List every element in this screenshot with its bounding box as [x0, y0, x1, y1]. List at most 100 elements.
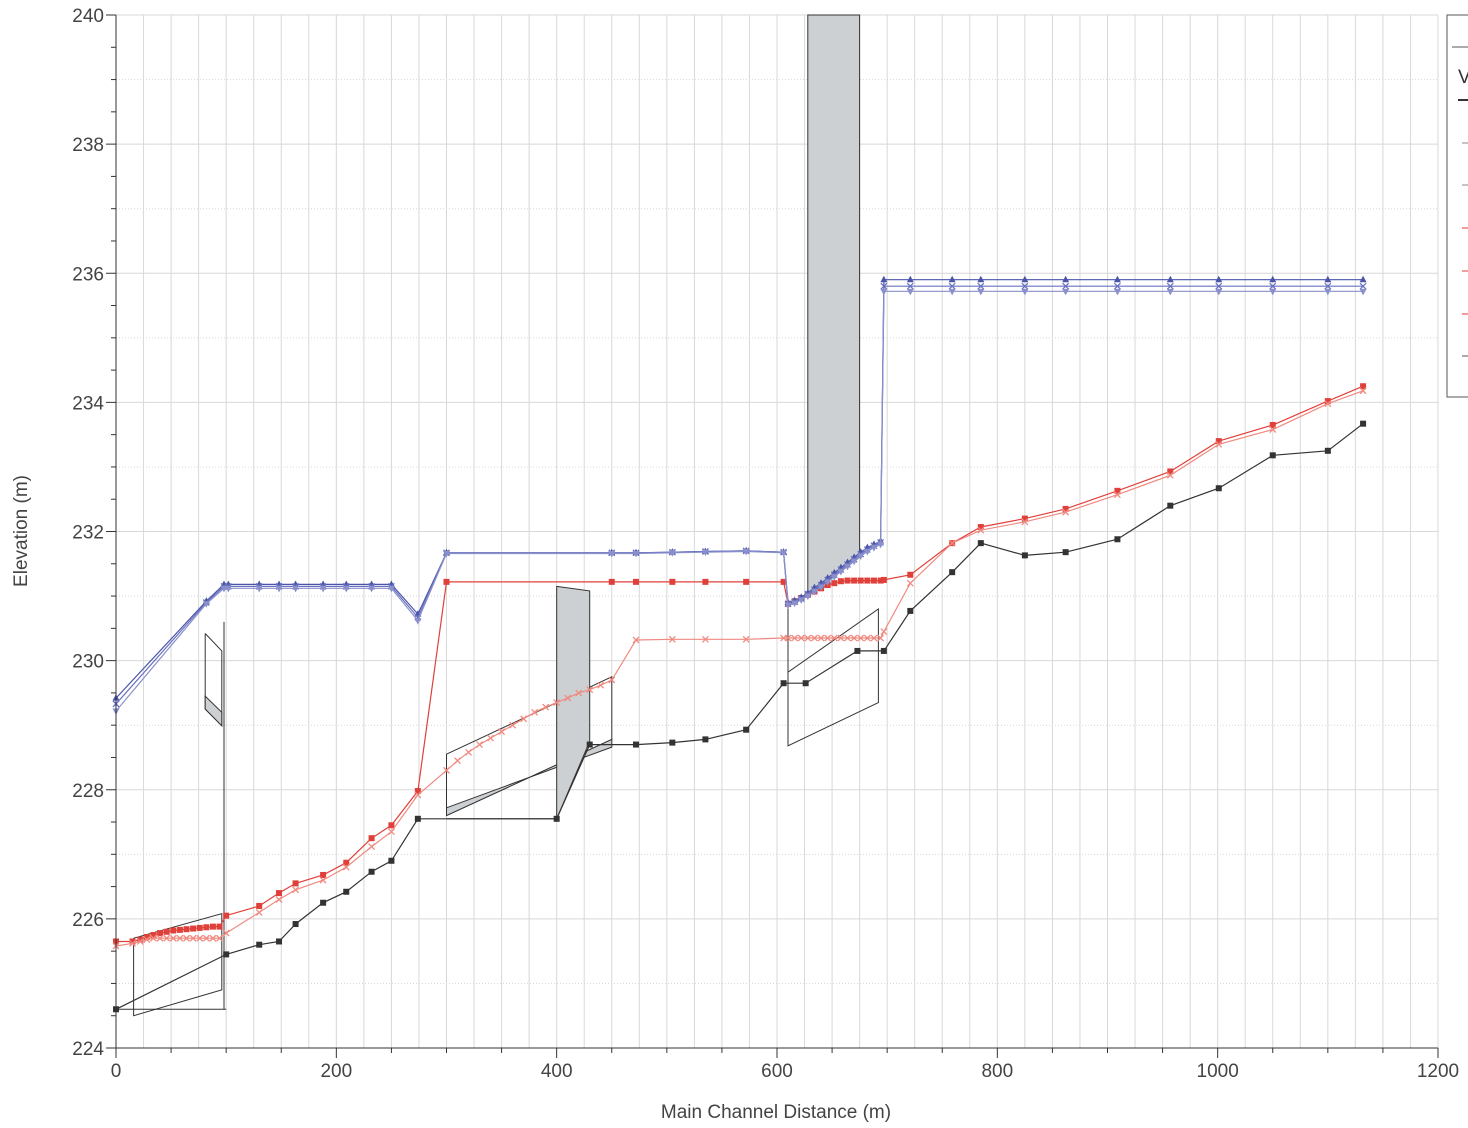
data-point-red_light — [870, 634, 878, 642]
data-point-blue_dark — [977, 275, 985, 283]
data-point-blue_mid — [880, 282, 888, 290]
data-point-blue_mid — [1166, 282, 1174, 290]
y-tick-label: 226 — [72, 910, 104, 931]
data-point-red_dark — [669, 578, 676, 585]
data-point-red_dark — [368, 835, 375, 842]
series-line-blue_light — [115, 290, 1364, 712]
data-point-ground — [1021, 552, 1028, 559]
data-point-blue_dark — [1359, 275, 1367, 283]
data-point-red_dark — [780, 578, 787, 585]
data-point-red_dark — [880, 576, 887, 583]
data-point-red_light — [863, 634, 871, 642]
data-point-ground — [368, 868, 375, 875]
data-point-blue_light — [977, 288, 985, 296]
data-point-red_light — [136, 938, 144, 945]
data-point-red_light — [1166, 471, 1174, 479]
data-point-red_dark — [388, 822, 395, 829]
data-point-red_light — [817, 634, 825, 642]
data-point-red_dark — [343, 859, 350, 866]
data-point-red_light — [542, 703, 550, 711]
x-tick-label: 800 — [981, 1061, 1013, 1082]
data-point-blue_light — [817, 584, 825, 592]
structure-outline-1 — [133, 913, 223, 1017]
data-point-red_dark — [129, 938, 136, 945]
data-point-red_light — [742, 635, 750, 643]
data-point-blue_light — [1324, 288, 1332, 296]
series-blue_light — [112, 288, 1367, 715]
data-point-ground — [414, 815, 421, 822]
data-point-ground — [632, 741, 639, 748]
data-point-red_light — [487, 734, 495, 742]
data-point-red_light — [1269, 426, 1277, 433]
data-point-red_light — [608, 676, 616, 684]
data-point-red_dark — [1167, 468, 1174, 475]
data-point-red_light — [476, 741, 484, 749]
grid-lines — [115, 14, 1439, 1049]
data-point-blue_mid — [948, 282, 956, 290]
data-point-blue_light — [870, 545, 878, 552]
data-point-ground — [320, 899, 327, 906]
data-point-blue_dark — [1324, 275, 1332, 283]
data-point-red_light — [222, 929, 230, 937]
data-point-blue_light — [824, 579, 832, 586]
data-point-red_dark — [1324, 398, 1331, 405]
data-point-ground — [669, 739, 676, 746]
data-point-blue_light — [844, 563, 852, 571]
data-point-blue_light — [224, 585, 232, 593]
data-point-red_dark — [163, 928, 170, 935]
data-point-blue_light — [1166, 288, 1174, 296]
data-point-blue_dark — [1113, 275, 1121, 283]
data-point-blue_dark — [1166, 275, 1174, 283]
data-point-blue_light — [342, 585, 350, 593]
data-point-red_dark — [1062, 505, 1069, 512]
data-point-red_light — [564, 694, 572, 702]
data-point-ground — [1062, 549, 1069, 556]
data-point-red_light — [804, 634, 812, 642]
data-point-red_light — [275, 896, 283, 903]
y-tick-label: 236 — [72, 264, 104, 285]
data-point-blue_mid — [1021, 282, 1029, 290]
data-point-red_light — [575, 689, 583, 697]
data-point-red_light — [837, 634, 845, 642]
data-point-red_light — [830, 634, 838, 642]
data-point-red_light — [824, 634, 832, 642]
data-point-red_light — [1324, 400, 1332, 408]
data-point-red_light — [1215, 440, 1223, 448]
data-point-ground — [586, 741, 593, 748]
data-point-ground — [949, 569, 956, 576]
x-axis-title: Main Channel Distance (m) — [661, 1102, 891, 1123]
data-point-blue_mid — [1269, 282, 1277, 290]
data-point-red_light — [632, 636, 640, 644]
data-point-red_light — [597, 681, 605, 689]
data-point-red_light — [844, 634, 851, 642]
data-point-red_dark — [977, 523, 984, 530]
data-point-blue_mid — [1359, 282, 1367, 290]
data-point-red_light — [342, 863, 350, 871]
data-point-blue_light — [1021, 288, 1029, 296]
data-point-red_dark — [276, 890, 283, 897]
data-point-red_dark — [857, 577, 864, 584]
y-tick-label: 238 — [72, 135, 104, 156]
data-point-red_dark — [864, 577, 871, 584]
data-point-red_light — [156, 934, 164, 942]
data-point-red_light — [668, 635, 676, 643]
data-point-ground — [256, 941, 263, 948]
data-point-blue_light — [810, 589, 818, 596]
data-point-red_light — [163, 934, 171, 942]
data-point-red_dark — [176, 926, 183, 933]
data-point-blue_light — [255, 585, 263, 593]
structure-filled-4 — [204, 694, 223, 728]
data-point-red_light — [880, 628, 888, 636]
data-point-ground — [1360, 420, 1367, 427]
data-point-red_light — [850, 634, 858, 642]
data-point-blue_light — [668, 550, 676, 557]
data-point-red_light — [857, 634, 865, 642]
data-point-red_dark — [877, 577, 884, 584]
data-point-red_light — [202, 934, 210, 942]
y-tick-label: 240 — [72, 6, 104, 27]
data-point-ground — [854, 647, 861, 654]
data-point-ground — [292, 921, 299, 928]
legend: V — [1446, 14, 1468, 398]
data-point-red_light — [292, 886, 300, 894]
data-point-red_dark — [256, 902, 263, 909]
